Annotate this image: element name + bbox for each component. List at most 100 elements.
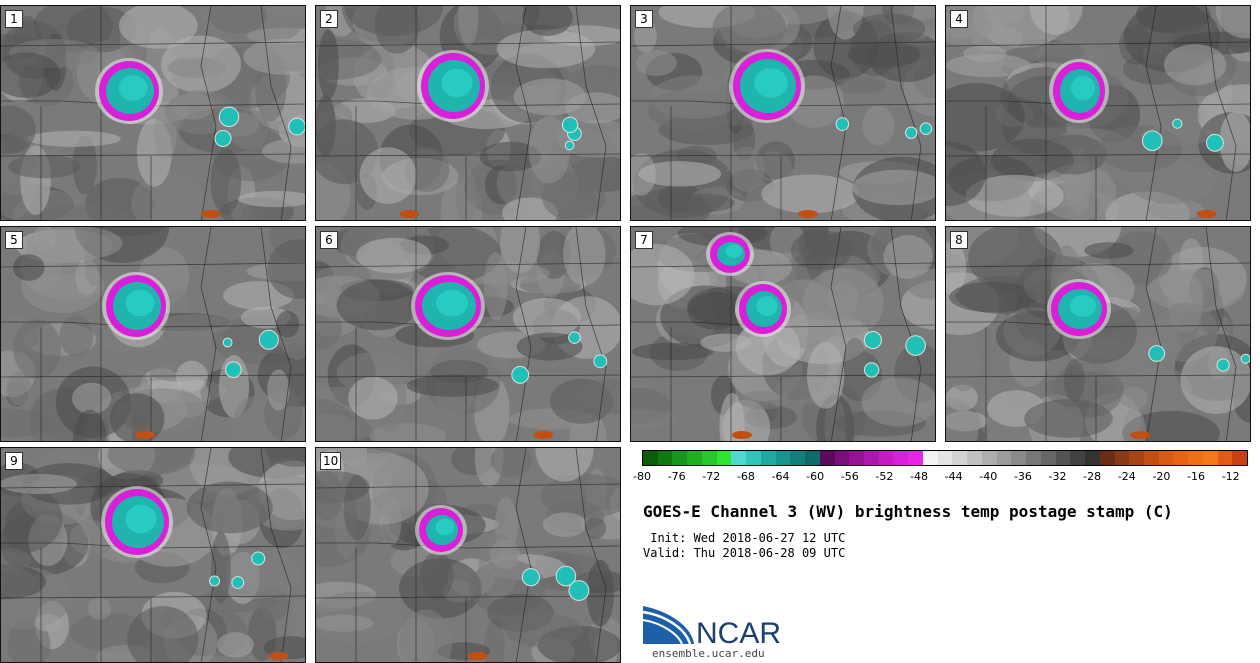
colorbar-segment <box>1011 451 1027 465</box>
state-border <box>1205 6 1237 220</box>
state-border <box>260 227 292 441</box>
warm-spot <box>731 431 752 439</box>
state-border <box>515 227 532 441</box>
colorbar-segment <box>1114 451 1130 465</box>
cloud-texture <box>631 409 678 430</box>
small-cell <box>905 126 918 139</box>
colorbar-segment <box>643 451 658 465</box>
cloud-texture <box>906 273 935 299</box>
cloud-texture <box>157 314 232 337</box>
postage-stamp-panel-10: 10 <box>315 447 621 663</box>
panel-number: 1 <box>5 10 23 28</box>
colorbar-tick-label: -76 <box>667 470 686 483</box>
small-cell <box>258 329 279 350</box>
small-cell <box>214 130 232 147</box>
colorbar-tick-labels: -80 -76 -72 -68 -64 -60 -56 -52 -48 -44 -40 -36 -32 -… <box>632 470 1260 486</box>
colorbar-tick-label: -48 <box>910 470 928 483</box>
colorbar-segment <box>819 451 835 465</box>
panel-number: 10 <box>320 452 342 470</box>
state-border <box>830 6 847 220</box>
warm-spot <box>1196 210 1217 218</box>
cloud-texture <box>949 281 1038 313</box>
small-cell <box>521 568 540 587</box>
colorbar-segment <box>805 451 820 465</box>
colorbar-segment <box>1173 451 1189 465</box>
storm-core <box>754 68 788 98</box>
small-cell <box>209 575 220 587</box>
state-border <box>1 41 305 47</box>
state-border <box>260 6 292 220</box>
cloud-texture <box>861 377 935 427</box>
state-border <box>890 6 922 220</box>
small-cell <box>863 362 880 378</box>
cloud-texture <box>1 105 36 154</box>
warm-spot <box>399 210 420 218</box>
colorbar-tick-label: -72 <box>702 470 721 483</box>
cloud-texture <box>512 297 581 338</box>
state-border <box>1145 6 1162 220</box>
init-time: Init: Wed 2018-06-27 12 UTC <box>643 531 846 545</box>
state-border <box>946 153 1250 157</box>
cloud-texture <box>1147 199 1205 220</box>
colorbar <box>642 450 1248 466</box>
colorbar-segment <box>1158 451 1174 465</box>
map-panel-10 <box>316 448 620 662</box>
colorbar-segment <box>1055 451 1071 465</box>
cloud-texture <box>1 564 47 600</box>
colorbar-segment <box>1232 451 1248 465</box>
state-border <box>631 153 935 157</box>
state-border <box>1 262 305 268</box>
postage-stamp-panel-5: 5 <box>0 226 306 442</box>
map-panel-6 <box>316 227 620 441</box>
cloud-texture <box>208 549 302 599</box>
colorbar-segment <box>657 451 673 465</box>
warm-spot <box>200 210 221 218</box>
cloud-texture <box>490 448 532 478</box>
small-cell <box>564 140 575 151</box>
postage-stamp-panel-8: 8 <box>945 226 1251 442</box>
state-border <box>260 448 292 662</box>
map-panel-5 <box>1 227 305 441</box>
cloud-texture <box>852 13 926 45</box>
cloud-texture <box>165 90 237 135</box>
colorbar-segment <box>1026 451 1041 465</box>
cloud-texture <box>719 393 745 441</box>
cloud-texture <box>946 53 1031 78</box>
small-cell <box>561 116 579 134</box>
panel-number: 7 <box>635 231 653 249</box>
colorbar-segment <box>716 451 732 465</box>
cloud-texture <box>479 141 542 172</box>
state-border <box>316 374 620 378</box>
cloud-texture <box>1 548 32 572</box>
colorbar-tick-label: -68 <box>736 470 755 483</box>
cloud-texture <box>1029 6 1083 35</box>
state-border <box>316 41 620 47</box>
map-panel-4 <box>946 6 1250 220</box>
cloud-texture <box>584 517 607 539</box>
cloud-texture <box>541 171 606 220</box>
state-border <box>946 100 1250 107</box>
map-panel-9 <box>1 448 305 662</box>
warm-spot <box>134 431 155 439</box>
cloud-texture <box>700 333 752 352</box>
state-border <box>1 595 305 599</box>
cloud-texture <box>496 29 596 69</box>
small-cell <box>863 331 882 349</box>
small-cell <box>568 580 590 601</box>
cloud-texture <box>127 606 199 662</box>
small-cell <box>905 335 926 356</box>
panel-number: 8 <box>950 231 968 249</box>
cloud-texture <box>963 44 1007 63</box>
colorbar-segment <box>1070 451 1086 465</box>
colorbar-segment <box>1143 451 1159 465</box>
cloud-texture <box>1063 359 1085 402</box>
cloud-texture <box>761 174 860 214</box>
cloud-texture <box>343 474 371 541</box>
cloud-texture <box>500 227 541 274</box>
cloud-texture <box>738 390 789 410</box>
colorbar-segment <box>687 451 702 465</box>
colorbar-segment <box>981 451 997 465</box>
state-border <box>946 321 1250 328</box>
storm-core <box>118 75 148 101</box>
colorbar-segment <box>967 451 982 465</box>
